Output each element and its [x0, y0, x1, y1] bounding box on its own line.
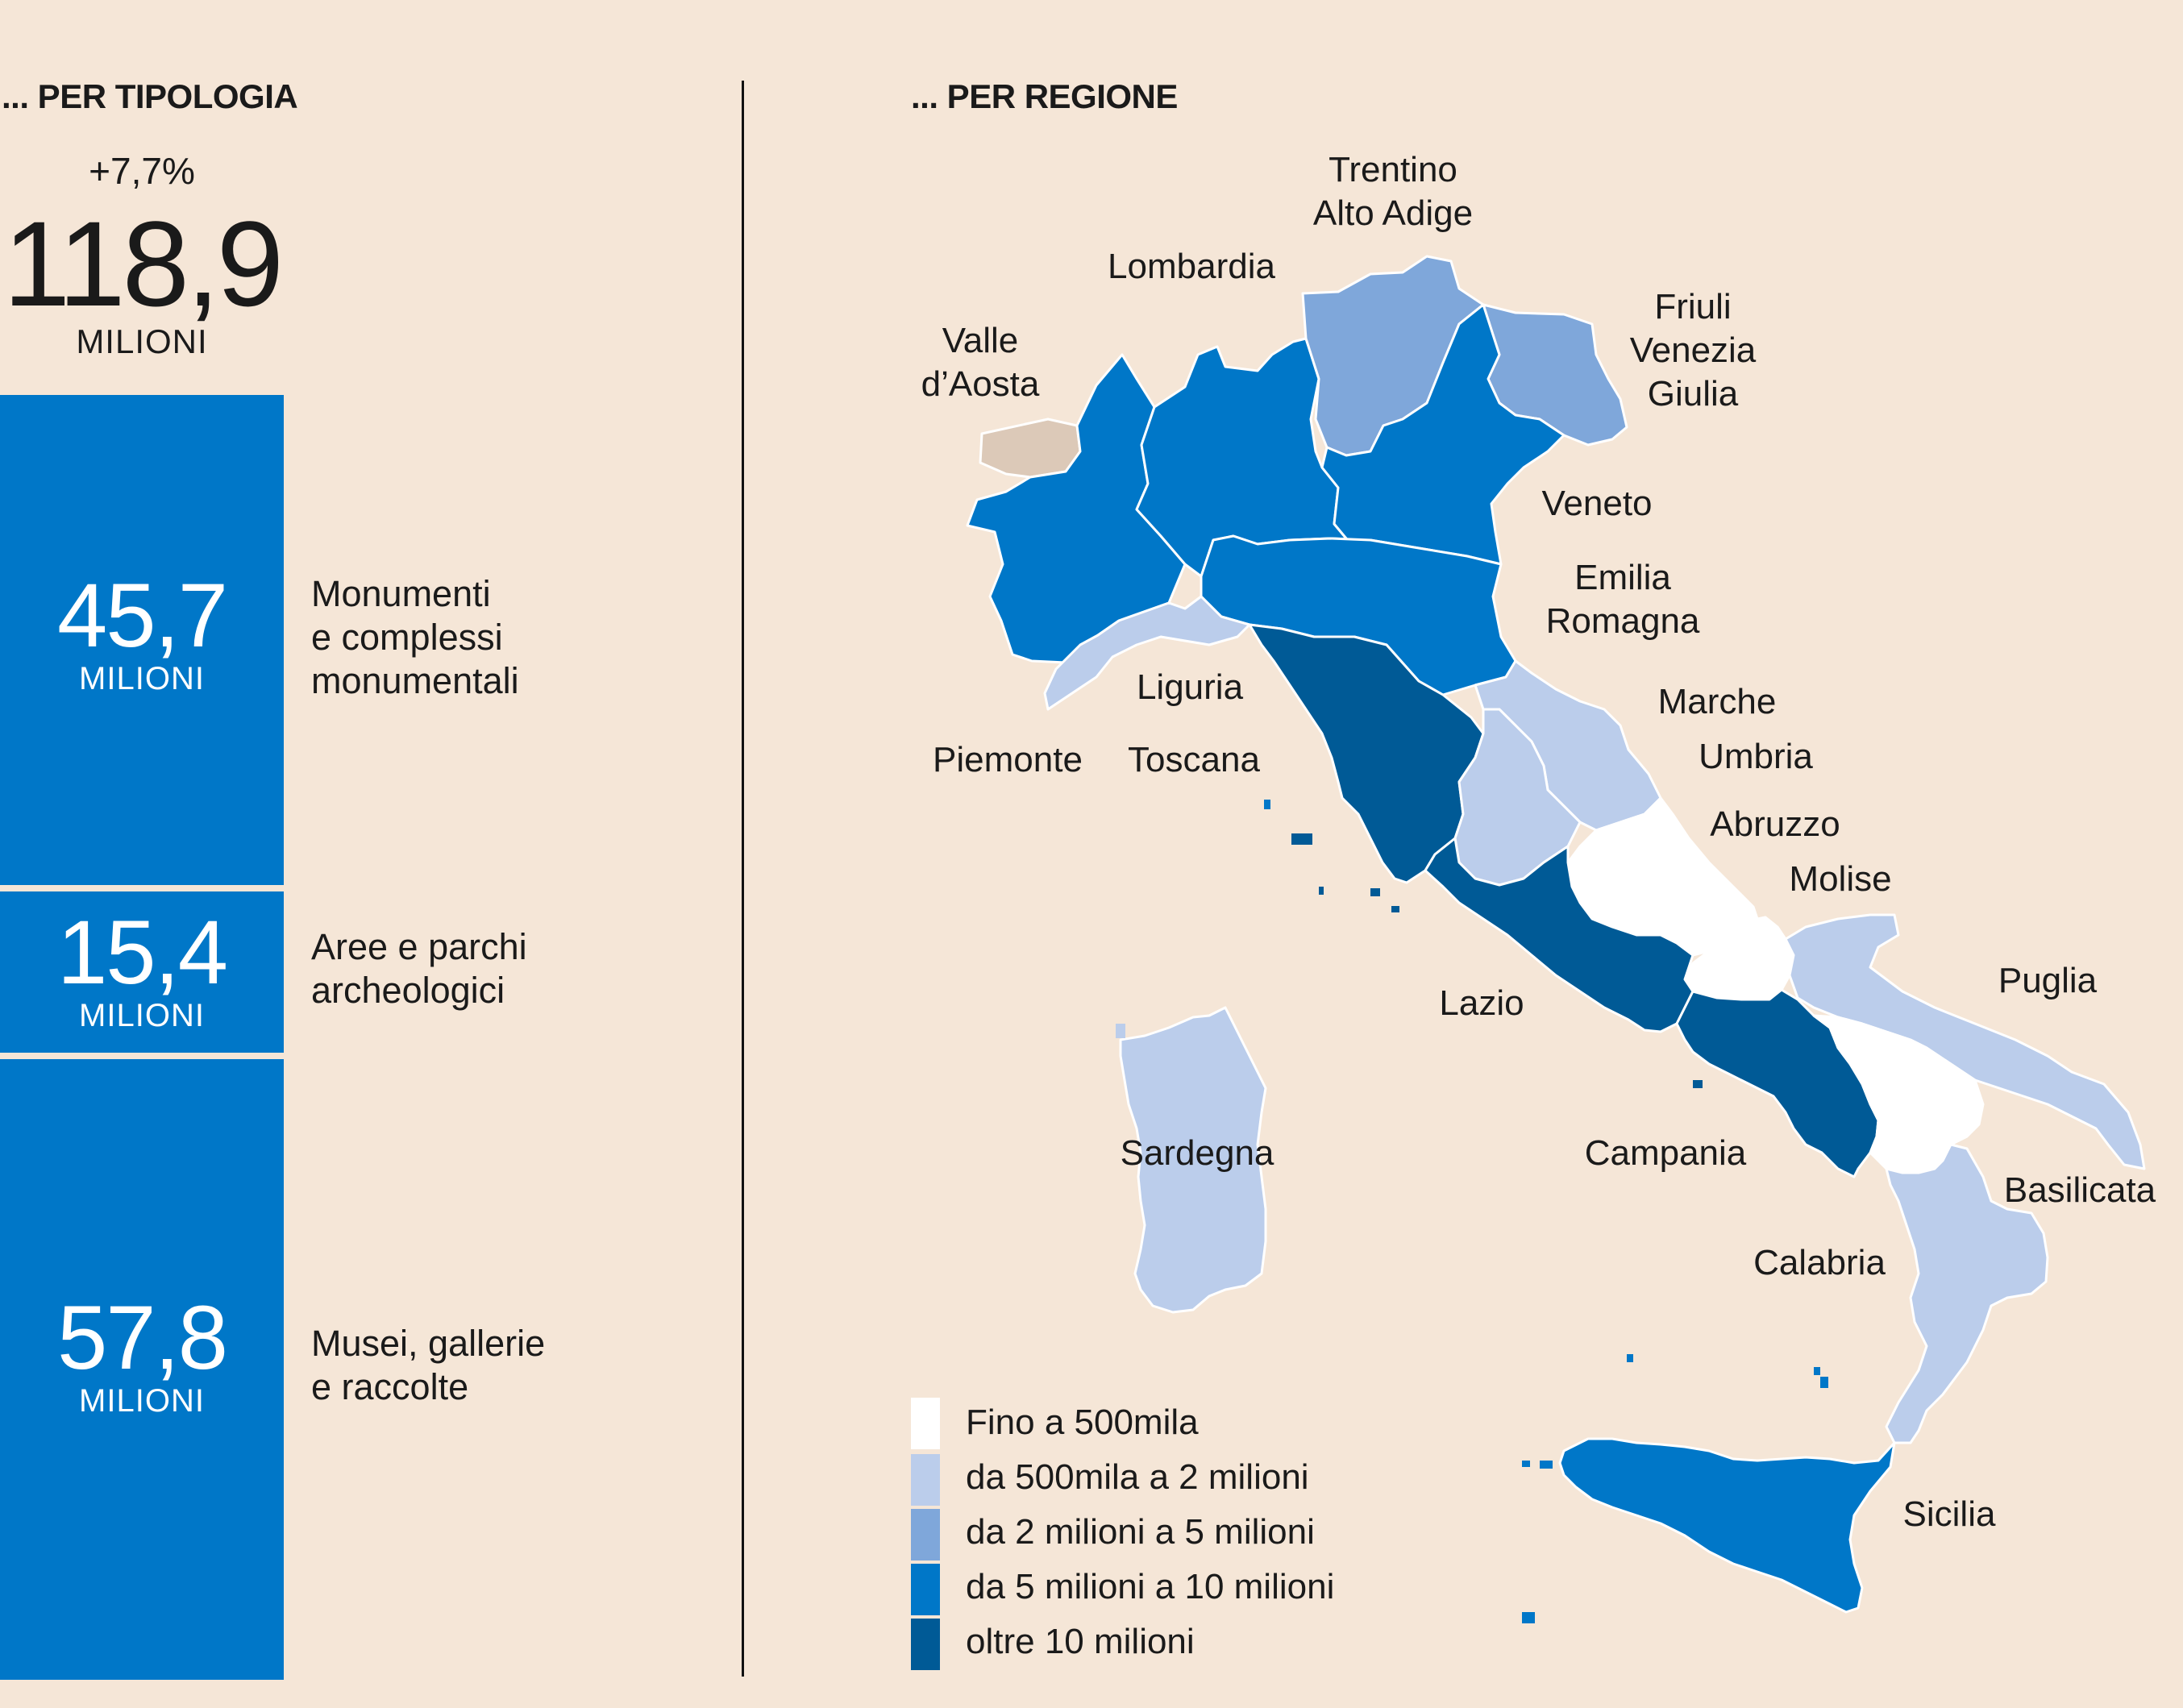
desc-monumenti-line: monumentali: [311, 660, 519, 701]
label-sicilia: Sicilia: [1902, 1494, 1996, 1534]
small-islands: [1116, 800, 1828, 1623]
legend-label: da 5 milioni a 10 milioni: [966, 1567, 1335, 1606]
region-liguria: [1043, 595, 1251, 711]
label-lombardia: Lombardia: [1108, 247, 1275, 286]
desc-aree-line: Aree e parchi: [311, 926, 527, 967]
bar-monumenti-value: 45,7: [57, 565, 228, 666]
label-marche: Marche: [1657, 682, 1777, 721]
label-line: Giulia: [1647, 374, 1739, 413]
label-basilicata: Basilicata: [2003, 1170, 2156, 1210]
island: [1319, 887, 1324, 895]
region-calabria: [1885, 1143, 2049, 1444]
island: [1264, 800, 1270, 809]
legend-swatch: [911, 1454, 940, 1506]
label-valle-aosta: Valle d’Aosta: [908, 319, 1053, 406]
label-lazio: Lazio: [1439, 983, 1524, 1023]
island: [1820, 1377, 1828, 1388]
desc-monumenti-line: e complessi: [311, 617, 503, 658]
island: [1627, 1354, 1633, 1362]
label-liguria: Liguria: [1136, 667, 1244, 707]
desc-aree: Aree e parchi archeologici: [311, 925, 527, 1012]
label-line: Valle: [942, 321, 1019, 360]
island: [1522, 1612, 1535, 1623]
island: [1522, 1461, 1530, 1467]
island: [1291, 833, 1312, 845]
left-heading: ... PER TIPOLOGIA: [2, 77, 298, 115]
bar-musei: 57,8 MILIONI: [0, 1059, 284, 1680]
label-line: Friuli: [1654, 287, 1732, 326]
desc-monumenti: Monumenti e complessi monumentali: [311, 572, 519, 703]
legend-swatch: [911, 1509, 940, 1560]
label-umbria: Umbria: [1699, 737, 1813, 776]
label-line: Venezia: [1629, 330, 1757, 370]
region-campania: [1675, 988, 1880, 1178]
label-line: d’Aosta: [921, 364, 1040, 404]
right-heading: ... PER REGIONE: [911, 77, 1178, 115]
island: [1814, 1367, 1820, 1375]
label-piemonte: Piemonte: [933, 740, 1083, 779]
label-emilia: Emilia Romagna: [1530, 556, 1715, 643]
label-friuli: Friuli Venezia Giulia: [1612, 285, 1773, 416]
island: [1391, 906, 1399, 912]
legend-label: da 500mila a 2 milioni: [966, 1457, 1309, 1497]
label-line: Romagna: [1545, 601, 1700, 641]
island: [1693, 1080, 1703, 1088]
bar-musei-value: 57,8: [57, 1287, 228, 1388]
bar-monumenti: 45,7 MILIONI: [0, 395, 284, 885]
legend-label: Fino a 500mila: [966, 1403, 1199, 1442]
label-abruzzo: Abruzzo: [1710, 804, 1840, 844]
total-change: +7,7%: [89, 150, 195, 192]
desc-musei-line: e raccolte: [311, 1366, 469, 1407]
label-line: Trentino: [1329, 150, 1457, 189]
legend-swatch: [911, 1398, 940, 1449]
label-campania: Campania: [1584, 1133, 1747, 1173]
label-puglia: Puglia: [1998, 961, 2098, 1000]
region-sardegna: [1119, 1006, 1267, 1314]
label-toscana: Toscana: [1128, 740, 1260, 779]
desc-monumenti-line: Monumenti: [311, 573, 491, 614]
label-sardegna: Sardegna: [1120, 1133, 1274, 1173]
bar-aree: 15,4 MILIONI: [0, 891, 284, 1053]
label-calabria: Calabria: [1753, 1243, 1886, 1282]
region-valle-aosta: [979, 418, 1082, 479]
region-sicilia: [1558, 1437, 1896, 1614]
bar-musei-unit: MILIONI: [79, 1383, 205, 1419]
legend-swatch: [911, 1564, 940, 1615]
total-unit: MILIONI: [76, 322, 208, 360]
bar-monumenti-unit: MILIONI: [79, 661, 205, 696]
legend-label: da 2 milioni a 5 milioni: [966, 1512, 1315, 1552]
island: [1370, 888, 1380, 896]
label-veneto: Veneto: [1541, 484, 1653, 523]
island: [1540, 1461, 1553, 1469]
legend-swatch: [911, 1619, 940, 1670]
desc-musei: Musei, gallerie e raccolte: [311, 1322, 545, 1409]
label-molise: Molise: [1789, 859, 1892, 899]
desc-aree-line: archeologici: [311, 970, 505, 1011]
region-lazio: [1424, 837, 1694, 1033]
label-trentino: Trentino Alto Adige: [1304, 148, 1482, 235]
bar-aree-unit: MILIONI: [79, 998, 205, 1033]
total-value: 118,9: [2, 196, 284, 331]
island: [1116, 1024, 1125, 1038]
label-line: Alto Adige: [1312, 193, 1474, 233]
panel-divider: [742, 81, 744, 1677]
legend-label: oltre 10 milioni: [966, 1622, 1195, 1661]
label-line: Emilia: [1574, 558, 1671, 597]
desc-musei-line: Musei, gallerie: [311, 1323, 546, 1364]
bar-aree-value: 15,4: [57, 902, 228, 1003]
